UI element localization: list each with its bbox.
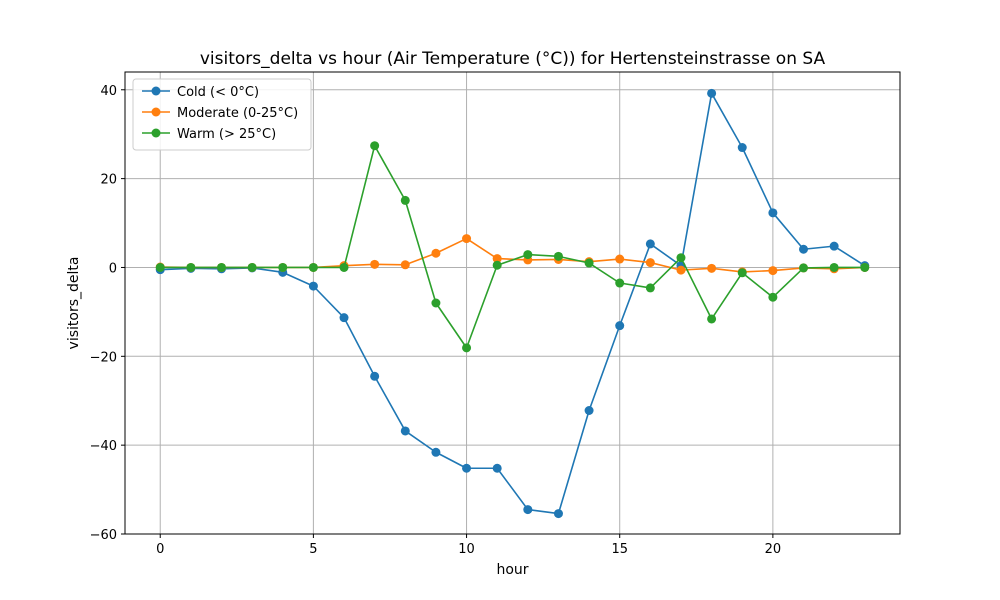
legend-label: Cold (< 0°C) <box>177 85 259 100</box>
data-point <box>462 234 472 244</box>
data-point <box>645 258 655 268</box>
data-point <box>768 292 778 302</box>
data-point <box>431 298 441 308</box>
data-point <box>462 463 472 473</box>
data-point <box>799 244 809 254</box>
chart-title: visitors_delta vs hour (Air Temperature … <box>200 49 826 69</box>
data-point <box>400 426 410 436</box>
data-point <box>523 250 533 260</box>
legend-marker <box>151 128 161 138</box>
y-axis-title: visitors_delta <box>66 257 82 350</box>
series-3 <box>155 141 870 353</box>
data-point <box>676 253 686 263</box>
series-line <box>160 92 866 515</box>
data-point <box>737 143 747 153</box>
data-point <box>829 262 839 272</box>
data-point <box>431 447 441 457</box>
x-axis-title: hour <box>496 562 528 578</box>
legend-label: Warm (> 25°C) <box>177 127 276 142</box>
data-point <box>462 343 472 353</box>
series-line <box>160 144 865 349</box>
data-point <box>645 239 655 249</box>
y-tick-label: −60 <box>90 528 117 543</box>
data-point <box>492 254 502 264</box>
legend-item: Warm (> 25°C) <box>142 127 276 142</box>
data-point <box>186 262 196 272</box>
data-point <box>492 463 502 473</box>
data-point <box>339 313 349 323</box>
data-point <box>584 258 594 268</box>
legend-marker <box>151 86 161 96</box>
data-point <box>523 505 533 515</box>
data-point <box>737 268 747 278</box>
x-tick-label: 0 <box>156 542 164 557</box>
data-point <box>707 314 717 324</box>
data-point <box>247 262 257 272</box>
data-point <box>553 509 563 519</box>
data-point <box>768 208 778 218</box>
y-tick-label: −20 <box>90 350 117 365</box>
x-tick-label: 5 <box>309 542 317 557</box>
data-point <box>615 321 625 331</box>
y-tick-label: 20 <box>100 173 117 188</box>
data-point <box>615 254 625 264</box>
x-tick-label: 10 <box>458 542 475 557</box>
legend: Cold (< 0°C) Moderate (0-25°C) Warm (> 25°… <box>132 78 312 151</box>
data-point <box>216 262 226 272</box>
data-point <box>829 241 839 251</box>
data-point <box>676 265 686 275</box>
data-point <box>707 88 717 98</box>
data-point <box>431 248 441 258</box>
legend-item: Moderate (0-25°C) <box>142 106 298 121</box>
legend-marker <box>151 107 161 117</box>
legend-box <box>132 78 312 151</box>
data-point <box>400 195 410 205</box>
data-point <box>339 262 349 272</box>
data-point <box>308 262 318 272</box>
legend-label: Moderate (0-25°C) <box>177 106 298 121</box>
data-point <box>615 278 625 288</box>
plot-frame <box>124 71 901 535</box>
x-tick-label: 15 <box>611 542 628 557</box>
series-lines <box>155 88 870 519</box>
data-point <box>860 262 870 272</box>
data-point <box>370 141 380 151</box>
data-point <box>370 371 380 381</box>
y-tick-label: −40 <box>90 439 117 454</box>
axis-ticks: 0 5 10 15 20 −60 −40 −20 0 20 40 <box>90 84 782 557</box>
y-tick-label: 40 <box>100 84 117 99</box>
data-point <box>799 263 809 273</box>
data-point <box>584 406 594 416</box>
data-point <box>492 260 502 270</box>
data-point <box>645 283 655 293</box>
data-point <box>308 281 318 291</box>
data-point <box>707 263 717 273</box>
legend-item: Cold (< 0°C) <box>142 85 259 100</box>
data-point <box>768 266 778 276</box>
x-tick-label: 20 <box>765 542 782 557</box>
y-tick-label: 0 <box>109 261 117 276</box>
data-point <box>278 262 288 272</box>
data-point <box>553 251 563 261</box>
data-point <box>400 260 410 270</box>
data-point <box>370 259 380 269</box>
data-point <box>155 262 165 272</box>
